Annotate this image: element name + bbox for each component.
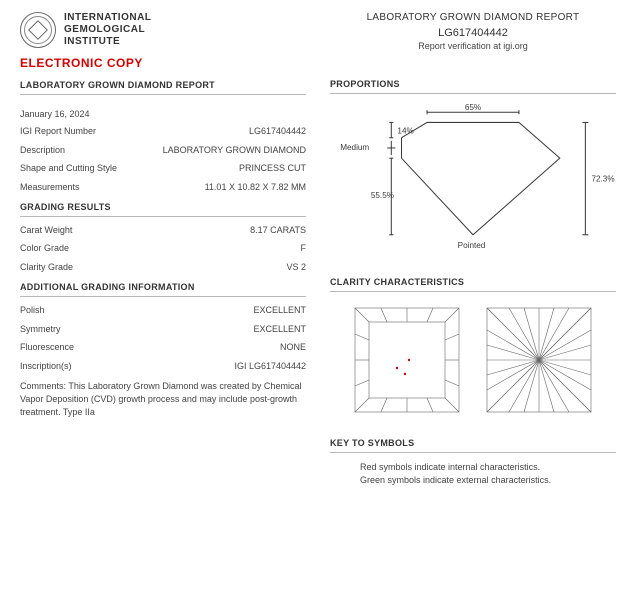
value-description: LABORATORY GROWN DIAMOND xyxy=(163,145,306,157)
divider xyxy=(330,93,616,94)
prop-crown-pct: 14% xyxy=(397,127,413,136)
label-shape: Shape and Cutting Style xyxy=(20,163,117,175)
label-color: Color Grade xyxy=(20,243,69,255)
grading-results-title: GRADING RESULTS xyxy=(20,202,306,212)
row-fluorescence: Fluorescence NONE xyxy=(20,342,306,354)
key-line1: Red symbols indicate internal characteri… xyxy=(330,461,616,474)
value-report-number: LG617404442 xyxy=(249,126,306,138)
prop-girdle: Medium xyxy=(340,143,369,152)
value-measurements: 11.01 X 10.82 X 7.82 MM xyxy=(205,182,306,194)
row-carat: Carat Weight 8.17 CARATS xyxy=(20,225,306,237)
value-polish: EXCELLENT xyxy=(253,305,306,317)
prop-pavilion-pct: 55.5% xyxy=(371,191,394,200)
label-fluorescence: Fluorescence xyxy=(20,342,74,354)
key-line2: Green symbols indicate external characte… xyxy=(330,474,616,487)
prop-depth-pct: 72.3% xyxy=(591,175,614,184)
value-symmetry: EXCELLENT xyxy=(253,324,306,336)
value-color: F xyxy=(301,243,307,255)
value-fluorescence: NONE xyxy=(280,342,306,354)
electronic-copy-label: ELECTRONIC COPY xyxy=(20,56,306,70)
org-line1: INTERNATIONAL xyxy=(64,12,151,24)
value-carat: 8.17 CARATS xyxy=(250,225,306,237)
report-title: LABORATORY GROWN DIAMOND REPORT xyxy=(20,80,306,90)
divider xyxy=(330,452,616,453)
additional-title: ADDITIONAL GRADING INFORMATION xyxy=(20,282,306,292)
proportions-diagram: 65% 14% 55.5% 72.3% Medium Pointed xyxy=(330,102,616,255)
igi-logo-icon xyxy=(20,12,56,48)
right-report-title: LABORATORY GROWN DIAMOND REPORT xyxy=(330,12,616,23)
row-symmetry: Symmetry EXCELLENT xyxy=(20,324,306,336)
value-clarity: VS 2 xyxy=(286,262,306,274)
org-line2: GEMOLOGICAL xyxy=(64,24,151,36)
key-title: KEY TO SYMBOLS xyxy=(330,438,616,448)
row-description: Description LABORATORY GROWN DIAMOND xyxy=(20,145,306,157)
right-report-number: LG617404442 xyxy=(330,27,616,39)
right-column: LABORATORY GROWN DIAMOND REPORT LG617404… xyxy=(320,0,634,610)
report-date: January 16, 2024 xyxy=(20,109,306,119)
prop-table-pct: 65% xyxy=(465,103,481,112)
clarity-top-icon xyxy=(347,300,467,420)
divider xyxy=(330,291,616,292)
divider xyxy=(20,216,306,217)
row-shape: Shape and Cutting Style PRINCESS CUT xyxy=(20,163,306,175)
divider xyxy=(20,296,306,297)
left-column: INTERNATIONAL GEMOLOGICAL INSTITUTE ELEC… xyxy=(0,0,320,610)
row-clarity: Clarity Grade VS 2 xyxy=(20,262,306,274)
row-inscription: Inscription(s) IGI LG617404442 xyxy=(20,361,306,373)
label-inscription: Inscription(s) xyxy=(20,361,72,373)
clarity-title: CLARITY CHARACTERISTICS xyxy=(330,277,616,287)
comments-text: Comments: This Laboratory Grown Diamond … xyxy=(20,380,306,419)
divider xyxy=(20,94,306,95)
row-polish: Polish EXCELLENT xyxy=(20,305,306,317)
verification-text: Report verification at igi.org xyxy=(330,41,616,51)
clarity-diagrams xyxy=(330,300,616,420)
label-description: Description xyxy=(20,145,65,157)
row-color: Color Grade F xyxy=(20,243,306,255)
prop-culet: Pointed xyxy=(458,241,486,250)
label-report-number: IGI Report Number xyxy=(20,126,96,138)
label-symmetry: Symmetry xyxy=(20,324,61,336)
clarity-pavilion-icon xyxy=(479,300,599,420)
row-report-number: IGI Report Number LG617404442 xyxy=(20,126,306,138)
label-polish: Polish xyxy=(20,305,45,317)
label-carat: Carat Weight xyxy=(20,225,72,237)
header: INTERNATIONAL GEMOLOGICAL INSTITUTE xyxy=(20,12,306,48)
value-shape: PRINCESS CUT xyxy=(239,163,306,175)
org-name-block: INTERNATIONAL GEMOLOGICAL INSTITUTE xyxy=(64,12,151,48)
label-clarity: Clarity Grade xyxy=(20,262,73,274)
label-measurements: Measurements xyxy=(20,182,80,194)
proportions-title: PROPORTIONS xyxy=(330,79,616,89)
row-measurements: Measurements 11.01 X 10.82 X 7.82 MM xyxy=(20,182,306,194)
value-inscription: IGI LG617404442 xyxy=(234,361,306,373)
org-line3: INSTITUTE xyxy=(64,36,151,48)
